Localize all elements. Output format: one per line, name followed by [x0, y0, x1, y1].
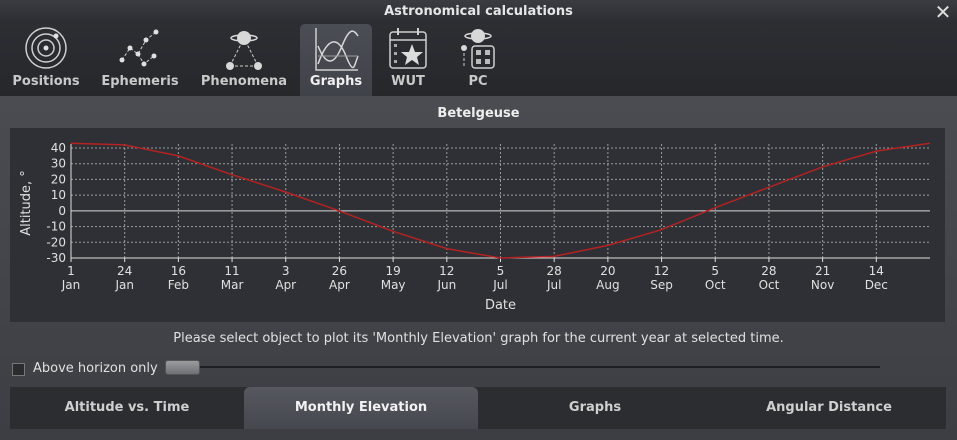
calendar-star-icon — [389, 28, 427, 69]
x-tick-day-label: 24 — [117, 264, 132, 278]
tab-pc[interactable]: PC — [450, 24, 506, 96]
x-tick-day-label: 26 — [332, 264, 347, 278]
x-tick-day-label: 20 — [600, 264, 615, 278]
tab-label: Graphs — [309, 74, 363, 89]
tab-wut[interactable]: WUT — [380, 24, 436, 96]
tab-phenomena[interactable]: Phenomena — [194, 24, 294, 96]
tab-ephemeris[interactable]: Ephemeris — [96, 24, 184, 96]
x-tick-month-label: Jan — [61, 278, 81, 292]
x-tick-month-label: Jul — [492, 278, 507, 292]
instruction-message: Please select object to plot its 'Monthl… — [173, 331, 784, 346]
x-tick-month-label: Oct — [705, 278, 726, 292]
object-name: Betelgeuse — [437, 106, 520, 121]
x-tick-day-label: 12 — [439, 264, 454, 278]
tab-label: Phenomena — [200, 74, 288, 89]
x-tick-day-label: 14 — [869, 264, 884, 278]
tab-label: WUT — [391, 74, 425, 89]
x-tick-day-label: 21 — [815, 264, 830, 278]
above-horizon-label: Above horizon only — [33, 361, 158, 376]
x-tick-day-label: 28 — [547, 264, 562, 278]
title-bar: Astronomical calculations ✕ — [0, 0, 957, 24]
tab-positions[interactable]: Positions — [6, 24, 86, 96]
x-tick-day-label: 5 — [711, 264, 719, 278]
x-tick-day-label: 28 — [761, 264, 776, 278]
x-tick-day-label: 19 — [385, 264, 400, 278]
x-tick-month-label: Mar — [221, 278, 244, 292]
y-tick-label: 10 — [51, 188, 66, 202]
tab-label: Positions — [12, 74, 80, 89]
x-tick-month-label: Sep — [650, 278, 673, 292]
y-tick-label: 40 — [51, 141, 66, 155]
x-tick-day-label: 3 — [282, 264, 290, 278]
x-tick-month-label: Aug — [596, 278, 619, 292]
chart-area: 40 30 20 10 0 -10 -20 -30 1 Jan 24 Jan 16 Feb 11 Mar 3 Ap… — [10, 128, 945, 322]
y-tick-label: 0 — [58, 204, 66, 218]
x-tick-day-label: 12 — [654, 264, 669, 278]
tab-monthly-elevation[interactable]: Monthly Elevation — [244, 387, 478, 429]
tab-graphs-sub[interactable]: Graphs — [568, 400, 622, 415]
time-slider-track[interactable] — [166, 366, 880, 368]
graph-icon — [315, 28, 359, 71]
x-tick-month-label: Feb — [168, 278, 189, 292]
close-icon[interactable]: ✕ — [934, 0, 952, 24]
x-tick-month-label: Jan — [114, 278, 134, 292]
graphs-panel: Betelgeuse 40 30 20 10 0 -10 -20 -30 1 Jan 24 Jan 16… — [0, 96, 957, 440]
x-tick-month-label: Nov — [811, 278, 834, 292]
time-slider-handle[interactable] — [165, 360, 200, 375]
planet-grid-icon — [461, 29, 495, 69]
x-tick-day-label: 5 — [497, 264, 505, 278]
graph-type-tab-bar: Altitude vs. Time Monthly Elevation Grap… — [10, 387, 946, 429]
tab-label: PC — [468, 74, 488, 89]
tab-graphs[interactable]: Graphs — [300, 24, 372, 96]
x-tick-day-label: 11 — [224, 264, 239, 278]
y-tick-label: -30 — [46, 251, 66, 265]
x-tick-day-label: 1 — [67, 264, 75, 278]
main-tab-bar: Positions Ephemeris Phenomena — [0, 24, 957, 96]
x-tick-month-label: Jun — [436, 278, 456, 292]
above-horizon-checkbox[interactable] — [12, 363, 25, 376]
x-tick-month-label: Jul — [546, 278, 561, 292]
constellation-icon — [119, 29, 159, 67]
planet-conjunction-icon — [226, 31, 262, 70]
y-tick-label: -10 — [46, 220, 66, 234]
y-tick-label: 30 — [51, 157, 66, 171]
orbit-icon — [25, 27, 67, 69]
y-tick-label: 20 — [51, 172, 66, 186]
x-tick-month-label: Apr — [275, 278, 296, 292]
window-title: Astronomical calculations — [384, 4, 573, 19]
x-tick-day-label: 16 — [171, 264, 186, 278]
x-tick-month-label: Dec — [865, 278, 888, 292]
y-tick-label: -20 — [46, 235, 66, 249]
tab-angular-distance[interactable]: Angular Distance — [766, 400, 892, 415]
x-tick-month-label: May — [381, 278, 406, 292]
tab-altitude-vs-time[interactable]: Altitude vs. Time — [64, 400, 190, 415]
tab-label: Ephemeris — [101, 74, 179, 89]
x-axis-title: Date — [485, 298, 516, 313]
x-tick-month-label: Apr — [329, 278, 350, 292]
monthly-elevation-chart[interactable]: 403020100-10-20-301Jan24Jan16Feb11Mar3Ap… — [10, 128, 945, 322]
elevation-series-line — [70, 142, 931, 259]
x-tick-month-label: Oct — [759, 278, 780, 292]
y-axis-title: Altitude, ° — [19, 170, 34, 236]
